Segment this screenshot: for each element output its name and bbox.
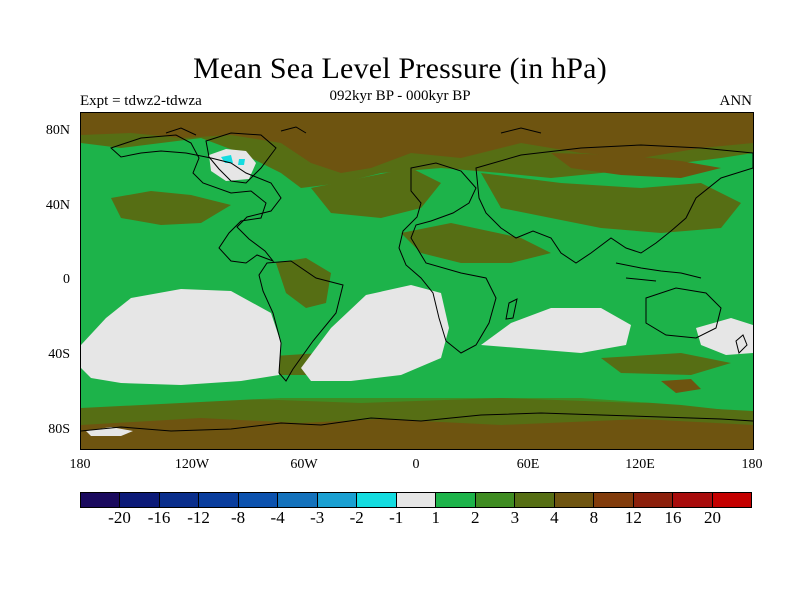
field-olive-samerica [276,258,331,308]
pressure-field [81,113,753,449]
experiment-label: Expt = tdwz2-tdwza [80,93,202,109]
field-grey-tasman [696,318,753,355]
colorbar-label: -16 [147,508,171,527]
lat-label-40n: 40N [45,198,70,213]
colorbar-label: 3 [510,508,520,527]
field-brown-asia [551,153,721,178]
colorbar-cell [554,493,595,507]
lon-label-60e: 60E [516,457,540,472]
colorbar-cell [238,493,279,507]
colorbar-cell [475,493,516,507]
lat-label-40s: 40S [48,347,70,362]
lon-label-0: 0 [412,457,420,472]
field-grey-atlantic [301,285,449,381]
coast-europe-africa [398,162,497,354]
lon-label-120e: 120E [625,457,655,472]
colorbar-cell [594,493,634,507]
colorbar [80,492,752,508]
colorbar-cell [436,493,476,507]
colorbar-label: 1 [431,508,441,527]
field-olive-north-atlantic [311,168,441,218]
colorbar-label: 2 [471,508,480,527]
colorbar-label: -8 [231,508,246,527]
colorbar-label: -2 [349,508,364,527]
field-grey-indian [481,308,631,353]
colorbar-cell [396,493,437,507]
lon-label-180w: 180 [69,457,91,472]
coast-australia [645,287,722,339]
colorbar-cell [81,493,121,507]
field-olive-india [401,223,551,263]
lon-label-120w: 120W [174,457,210,472]
colorbar-label: -4 [270,508,285,527]
colorbar-cell [712,493,751,507]
lat-label-80n: 80N [45,123,70,138]
field-grey-greenland [209,149,256,181]
lon-label-180e: 180 [741,457,763,472]
coast-greenland [205,132,277,184]
coast-arctic-islands [165,126,542,136]
colorbar-label: -20 [108,508,131,527]
field-olive-pacific [111,191,231,225]
coast-asia [475,144,753,264]
colorbar-label: -12 [187,508,210,527]
colorbar-label: 8 [589,508,599,527]
lon-label-60w: 60W [290,457,318,472]
coast-north-america [110,134,282,264]
colorbar-cell [199,493,239,507]
field-brown-north [81,113,753,173]
pressure-map [80,112,754,450]
field-brown-south-patch [661,379,701,393]
colorbar-cell [317,493,358,507]
colorbar-cell [515,493,555,507]
map-title: Mean Sea Level Pressure (in hPa) [193,52,607,85]
colorbar-label: 20 [703,508,721,527]
colorbar-cell [357,493,397,507]
field-olive-south-east [601,353,731,375]
coast-antarctica [81,412,753,432]
field-olive-asia [481,173,741,233]
colorbar-label: 12 [624,508,642,527]
colorbar-label: 4 [550,508,559,527]
coastlines [81,126,753,432]
colorbar-cell [633,493,674,507]
colorbar-label: 16 [664,508,682,527]
colorbar-cell [159,493,200,507]
field-grey-pacific [81,289,281,385]
lat-label-0: 0 [63,272,70,287]
colorbar-cell [673,493,713,507]
field-brown-south [81,418,753,449]
colorbar-label: -3 [310,508,325,527]
coast-south-america [258,260,344,382]
coast-madagascar [505,298,518,320]
season-label: ANN [719,93,753,109]
colorbar-cell [278,493,318,507]
coast-new-zealand [735,334,748,354]
coast-indonesia [615,262,702,282]
lat-label-80s: 80S [48,422,70,437]
colorbar-cell [120,493,160,507]
map-subtitle: 092kyr BP - 000kyr BP [329,88,471,104]
colorbar-label: -1 [389,508,404,527]
